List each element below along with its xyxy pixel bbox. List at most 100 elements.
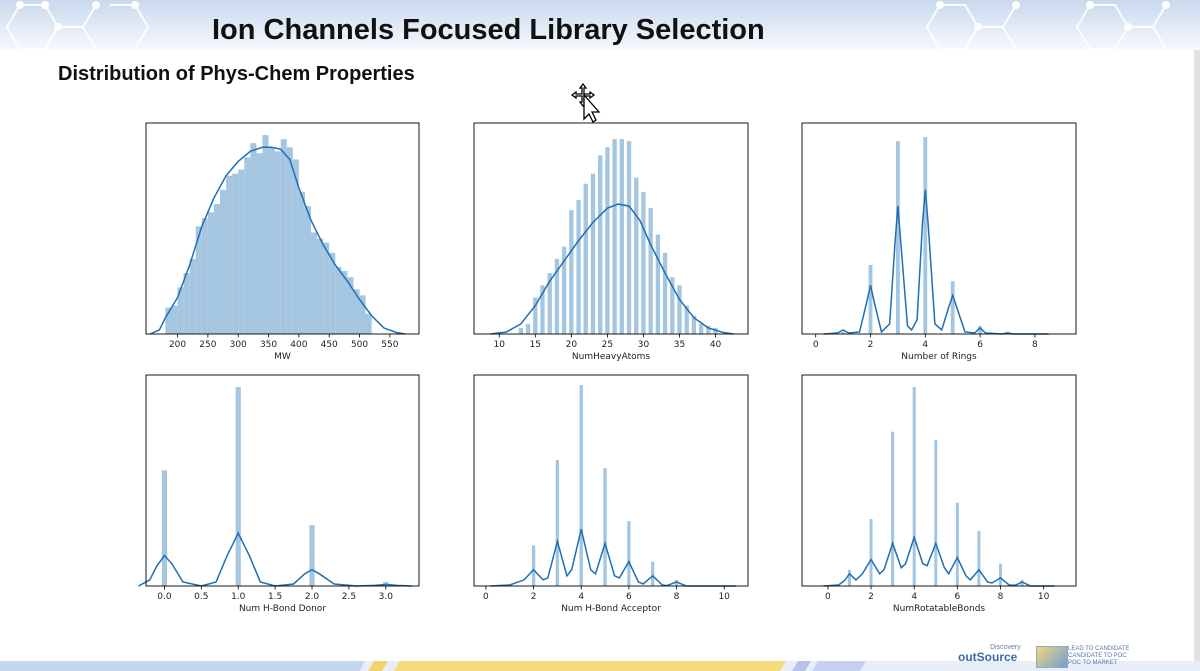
x-tick-label: 40 — [710, 340, 722, 350]
histogram-bar — [274, 151, 281, 334]
x-tick-label: 350 — [260, 340, 277, 350]
histogram-bar — [598, 155, 603, 334]
histogram-bar — [238, 169, 245, 334]
kde-line — [138, 531, 412, 587]
histogram-bar — [1020, 579, 1024, 586]
histogram-bar — [603, 468, 607, 586]
histogram-bar — [256, 153, 263, 334]
histogram-bar — [341, 271, 348, 334]
x-tick-label: 10 — [494, 340, 506, 350]
histogram-bar — [207, 212, 214, 334]
histogram-bar — [304, 206, 312, 334]
histogram-bar — [329, 252, 336, 334]
histogram-bar — [189, 258, 196, 334]
histogram-bar — [335, 267, 342, 334]
histogram-bar — [569, 210, 574, 334]
histogram-bar — [365, 313, 372, 334]
x-tick-label: 6 — [977, 340, 983, 350]
x-tick-label: 15 — [530, 340, 541, 350]
histogram-bar — [912, 387, 916, 586]
histogram-bar — [323, 242, 330, 334]
histogram-bar — [950, 281, 955, 334]
x-tick-label: 0 — [825, 592, 831, 602]
histogram-bar — [525, 323, 531, 334]
histogram-bar — [555, 460, 560, 586]
scrollbar[interactable] — [1194, 50, 1200, 665]
logo-superscript: Discovery — [990, 644, 1021, 651]
x-tick-label: 250 — [199, 340, 216, 350]
kde-line — [490, 203, 734, 335]
x-axis-label: NumRotatableBonds — [893, 604, 985, 614]
x-tick-label: 550 — [381, 340, 398, 350]
x-tick-label: 1.5 — [268, 592, 282, 602]
plot-frame — [145, 122, 420, 335]
histogram-bar — [298, 191, 305, 334]
histogram-bar — [977, 531, 981, 586]
histogram-bar — [359, 295, 366, 334]
histogram-bar — [655, 234, 661, 334]
kde-line — [823, 189, 1049, 335]
histogram-bar — [232, 173, 239, 334]
histogram-bar — [213, 204, 221, 334]
x-tick-label: 0 — [813, 340, 819, 350]
x-tick-label: 200 — [169, 340, 186, 350]
histogram-bar — [626, 141, 632, 334]
hexagon-pattern-icon — [5, 1, 1170, 50]
x-tick-label: 1.0 — [231, 592, 246, 602]
histogram-bar — [540, 285, 545, 334]
histogram-bar — [891, 431, 895, 586]
histogram-bar — [561, 246, 567, 334]
histogram-bar — [195, 226, 202, 334]
histogram-bar — [579, 385, 583, 586]
x-tick-label: 0 — [483, 592, 489, 602]
plot-frame — [801, 374, 1077, 587]
kde-line — [823, 534, 1055, 587]
logo-tagline: LEAD TO CANDIDATE CANDIDATE TO POC POC T… — [1068, 646, 1129, 667]
slide-title: Ion Channels Focused Library Selection — [212, 14, 765, 46]
histogram-bar — [674, 579, 679, 586]
histogram-bar — [244, 157, 251, 334]
histogram-bar — [583, 183, 588, 334]
histogram-bar — [619, 139, 624, 334]
x-tick-label: 20 — [566, 340, 578, 350]
x-tick-label: 400 — [290, 340, 307, 350]
x-tick-label: 3.0 — [379, 592, 394, 602]
histogram-bar — [518, 327, 524, 334]
histogram-bar — [347, 277, 354, 334]
x-tick-label: 450 — [321, 340, 338, 350]
histogram-bar — [998, 563, 1002, 586]
x-tick-label: 2.5 — [342, 592, 356, 602]
x-tick-label: 4 — [922, 340, 928, 350]
plot-frame — [473, 374, 749, 587]
x-tick-label: 8 — [1032, 340, 1038, 350]
histogram-bar — [691, 315, 697, 334]
histogram-bar — [978, 325, 983, 334]
histogram-bar — [554, 258, 560, 334]
x-axis-label: Num H-Bond Donor — [239, 604, 326, 614]
histogram-bar — [706, 325, 711, 334]
histogram-bar — [226, 175, 233, 334]
histogram-bar — [605, 147, 610, 334]
plot-frame — [145, 374, 420, 587]
histogram-bar — [262, 135, 269, 334]
histogram-bar — [868, 264, 873, 334]
histogram-bar — [235, 387, 241, 586]
histogram-bar — [662, 252, 668, 334]
histogram-bar — [268, 147, 275, 334]
histogram-bar — [847, 569, 851, 586]
histogram-bar — [684, 305, 689, 334]
histogram-bar — [670, 277, 675, 334]
x-tick-label: 4 — [911, 592, 917, 602]
histogram-bar — [309, 525, 315, 586]
histogram-bar — [165, 307, 172, 334]
x-axis-label: NumHeavyAtoms — [572, 352, 650, 362]
histogram-bar — [292, 159, 299, 334]
histogram-bar — [634, 177, 639, 334]
histogram-bar — [934, 439, 938, 586]
x-tick-label: 25 — [602, 340, 613, 350]
x-tick-label: 2 — [868, 340, 874, 350]
x-axis-label: Num H-Bond Acceptor — [561, 604, 661, 614]
histogram-bar — [547, 273, 552, 334]
histogram-bar — [286, 147, 293, 334]
x-tick-label: 35 — [674, 340, 685, 350]
